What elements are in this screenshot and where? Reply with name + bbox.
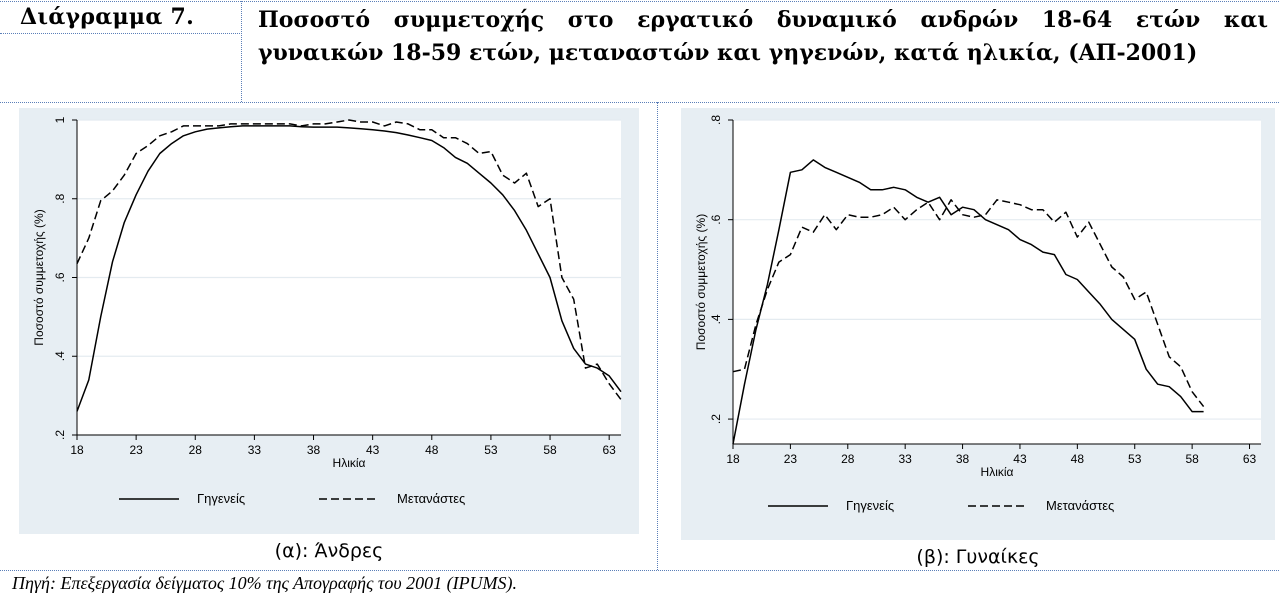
x-tick-label: 48	[1071, 452, 1085, 466]
x-tick-label: 28	[841, 452, 855, 466]
caption-women: (β): Γυναίκες	[916, 546, 1040, 568]
x-tick-label: 43	[366, 443, 380, 457]
x-tick-label: 33	[248, 443, 262, 457]
x-tick-label: 23	[129, 443, 143, 457]
y-axis-label: Ποσοστό συμμετοχής (%)	[32, 209, 46, 345]
chart-men: .2 .4 .6 .8 1 18 23 28 33 38 43 48 53 58 63 Ηλικία Ποσοσ…	[19, 108, 639, 534]
x-tick-label: 58	[543, 443, 557, 457]
header-top-rule	[0, 1, 1279, 2]
x-tick-label: 28	[189, 443, 203, 457]
y-tick-label: .4	[53, 351, 67, 361]
x-tick-label: 33	[898, 452, 912, 466]
x-tick-label: 23	[784, 452, 798, 466]
plot-area	[733, 120, 1261, 444]
footer-rule	[0, 570, 1279, 571]
panel-divider	[657, 102, 658, 570]
x-tick-label: 63	[602, 443, 616, 457]
series-line-immigrants	[76, 119, 622, 401]
y-tick-label: .6	[709, 214, 723, 224]
caption-men: (α): Άνδρες	[274, 540, 384, 562]
x-tick-label: 43	[1013, 452, 1027, 466]
header-bottom-rule	[0, 102, 1279, 103]
source-note: Πηγή: Επεξεργασία δείγματος 10% της Απογ…	[12, 573, 518, 593]
x-axis-label: Ηλικία	[333, 456, 366, 470]
y-tick-label: .2	[53, 430, 67, 440]
x-tick-label: 18	[70, 443, 84, 457]
x-tick-label: 38	[307, 443, 321, 457]
header-divider	[241, 1, 242, 102]
series-line-native	[76, 125, 622, 412]
x-tick-label: 48	[425, 443, 439, 457]
y-tick-label: .6	[53, 272, 67, 282]
y-tick-label: .8	[53, 193, 67, 203]
y-tick-label: .2	[709, 414, 723, 424]
x-tick-label: 58	[1185, 452, 1199, 466]
y-tick-label: .8	[709, 115, 723, 125]
legend-label: Γηγενείς	[846, 498, 894, 513]
legend-label: Μετανάστες	[397, 491, 465, 506]
x-tick-label: 53	[484, 443, 498, 457]
figure-label: Διάγραμμα 7.	[20, 4, 195, 30]
header-mid-rule	[0, 33, 240, 34]
chart-women: .2 .4 .6 .8 18 23 28 33 38 43 48 53 58 63 Ηλικία Ποσοστ…	[681, 108, 1275, 540]
figure-title: Ποσοστό συμμετοχής στο εργατικό δυναμικό…	[258, 7, 1268, 66]
legend: Γηγενείς Μετανάστες	[768, 498, 1114, 513]
x-tick-label: 63	[1243, 452, 1257, 466]
y-tick-label: 1	[53, 116, 67, 123]
legend-label: Μετανάστες	[1046, 498, 1114, 513]
x-tick-label: 18	[726, 452, 740, 466]
series-line-immigrants	[732, 199, 1205, 408]
x-tick-label: 53	[1128, 452, 1142, 466]
y-tick-label: .4	[709, 314, 723, 324]
x-axis-label: Ηλικία	[981, 465, 1014, 479]
legend-label: Γηγενείς	[197, 491, 245, 506]
legend: Γηγενείς Μετανάστες	[119, 491, 465, 506]
series-line-native	[732, 159, 1204, 445]
x-tick-label: 38	[956, 452, 970, 466]
y-axis-label: Ποσοστό συμμετοχής (%)	[694, 214, 708, 350]
